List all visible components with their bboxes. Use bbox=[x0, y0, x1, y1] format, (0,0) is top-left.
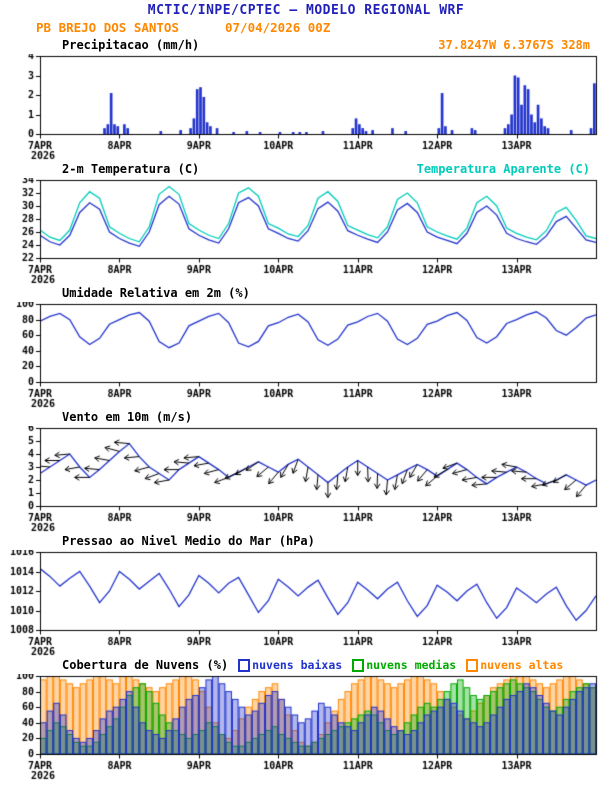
panel-temperature: 2-m Temperatura (C) Temperatura Aparente… bbox=[0, 160, 612, 284]
panel-clouds-title-row: Cobertura de Nuvens (%) nuvens baixas nu… bbox=[0, 656, 612, 674]
header-subtitle: PB BREJO DOS SANTOS 07/04/2026 00Z bbox=[0, 19, 612, 36]
pressure-plot bbox=[0, 550, 612, 656]
legend-swatch-low-clouds bbox=[238, 658, 251, 672]
panel-wind-title: Vento em 10m (m/s) bbox=[62, 410, 193, 424]
legend-mid-clouds: nuvens medias bbox=[352, 658, 456, 672]
wind-plot bbox=[0, 426, 612, 532]
panel-humidity: Umidade Relativa em 2m (%) bbox=[0, 284, 612, 408]
panel-clouds-title: Cobertura de Nuvens (%) bbox=[62, 658, 229, 672]
panel-humidity-title: Umidade Relativa em 2m (%) bbox=[62, 286, 250, 300]
legend-swatch-high-clouds bbox=[466, 658, 479, 672]
legend-label-high-clouds: nuvens altas bbox=[480, 658, 564, 672]
header: MCTIC/INPE/CPTEC — MODELO REGIONAL WRF P… bbox=[0, 0, 612, 36]
panel-pressure-title: Pressao ao Nivel Medio do Mar (hPa) bbox=[62, 534, 315, 548]
panel-clouds: Cobertura de Nuvens (%) nuvens baixas nu… bbox=[0, 656, 612, 780]
humidity-plot bbox=[0, 302, 612, 408]
legend-label-mid-clouds: nuvens medias bbox=[366, 658, 457, 672]
panel-humidity-title-row: Umidade Relativa em 2m (%) bbox=[0, 284, 612, 302]
clouds-plot bbox=[0, 674, 612, 780]
legend-swatch-mid-clouds bbox=[352, 658, 365, 672]
legend-low-clouds: nuvens baixas bbox=[238, 658, 342, 672]
panel-temperature-title: 2-m Temperatura (C) bbox=[62, 162, 200, 176]
apparent-temperature-label: Temperatura Aparente (C) bbox=[416, 162, 590, 176]
station-coordinates: 37.8247W 6.3767S 328m bbox=[438, 38, 590, 52]
panel-precipitation-title: Precipitacao (mm/h) bbox=[62, 38, 200, 52]
panel-temperature-title-row: 2-m Temperatura (C) Temperatura Aparente… bbox=[0, 160, 612, 178]
station-name: PB BREJO DOS SANTOS bbox=[36, 20, 179, 35]
run-datetime: 07/04/2026 00Z bbox=[225, 20, 331, 35]
legend-label-low-clouds: nuvens baixas bbox=[252, 658, 343, 672]
panel-pressure: Pressao ao Nivel Medio do Mar (hPa) bbox=[0, 532, 612, 656]
page-title: MCTIC/INPE/CPTEC — MODELO REGIONAL WRF bbox=[147, 3, 465, 18]
panel-precipitation: Precipitacao (mm/h) 37.8247W 6.3767S 328… bbox=[0, 36, 612, 160]
precipitation-plot bbox=[0, 54, 612, 160]
temperature-plot bbox=[0, 178, 612, 284]
panel-wind-title-row: Vento em 10m (m/s) bbox=[0, 408, 612, 426]
panel-pressure-title-row: Pressao ao Nivel Medio do Mar (hPa) bbox=[0, 532, 612, 550]
panel-wind: Vento em 10m (m/s) bbox=[0, 408, 612, 532]
legend-high-clouds: nuvens altas bbox=[466, 658, 563, 672]
panel-precipitation-title-row: Precipitacao (mm/h) 37.8247W 6.3767S 328… bbox=[0, 36, 612, 54]
